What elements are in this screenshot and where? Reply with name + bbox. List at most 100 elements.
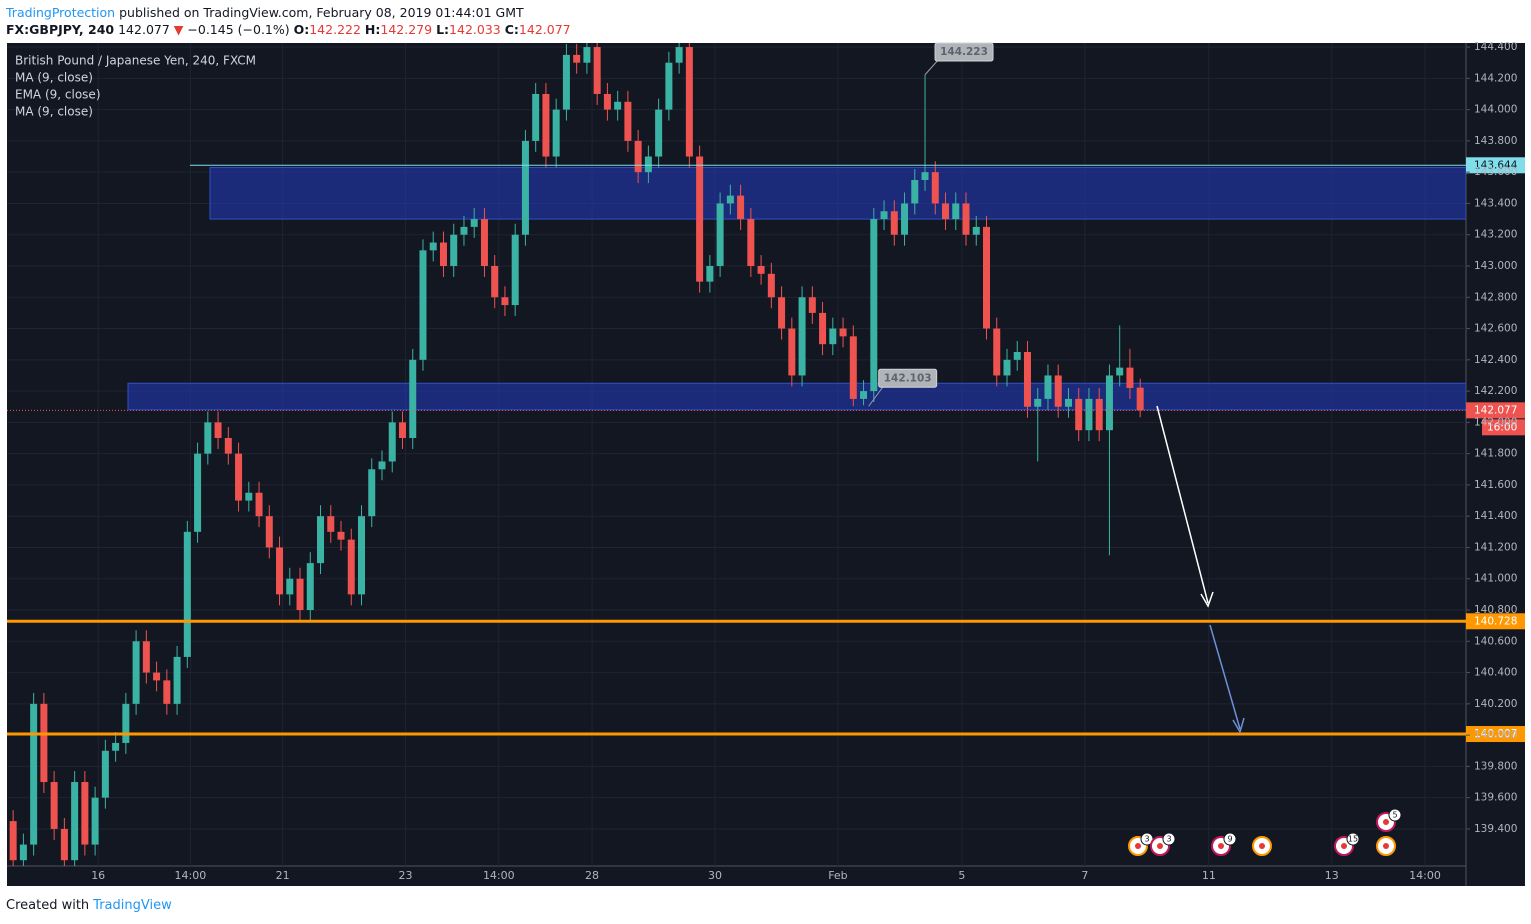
- candle-body: [942, 203, 950, 220]
- x-tick-label: Feb: [828, 869, 847, 882]
- y-tick-label: 142.800: [1474, 291, 1517, 303]
- candle-body: [1105, 375, 1113, 431]
- candle-body: [716, 203, 724, 266]
- candle-body: [112, 742, 120, 751]
- candle-body: [1054, 375, 1062, 407]
- candle-body: [450, 234, 458, 266]
- candle-body: [30, 703, 38, 845]
- candle-body: [173, 656, 181, 704]
- grid: [7, 43, 1466, 866]
- events: 3 3 9 15 5: [1128, 808, 1402, 856]
- y-tick-label: 142.200: [1474, 385, 1517, 397]
- levels: 142.077 16:00 143.644 140.728 140.007 144.223…: [7, 42, 1525, 743]
- y-tick-label: 140.600: [1474, 635, 1517, 647]
- candle-body: [368, 469, 376, 517]
- ohlc-label: H:: [364, 22, 381, 37]
- y-tick-label: 141.800: [1474, 448, 1517, 460]
- author[interactable]: TradingProtection: [6, 5, 116, 20]
- candle-body: [327, 516, 335, 532]
- x-tick-label: 5: [958, 869, 965, 882]
- candle-body: [583, 47, 591, 63]
- candle-body: [337, 531, 345, 540]
- y-tick-label: 140.800: [1474, 604, 1517, 616]
- candle-body: [542, 93, 550, 157]
- change: −0.145 (−0.1%): [187, 22, 290, 37]
- candle-body: [757, 265, 765, 274]
- y-tick-label: 139.400: [1474, 823, 1517, 835]
- x-tick-label: 7: [1081, 869, 1088, 882]
- ohlc-label: C:: [504, 22, 519, 37]
- candle-body: [593, 47, 601, 94]
- candle-body: [358, 516, 366, 595]
- candle-body: [562, 54, 570, 110]
- candle-body: [1003, 359, 1011, 376]
- candle-body: [347, 539, 355, 595]
- arrow-head: [1200, 591, 1214, 608]
- event-count: 3: [1166, 835, 1171, 844]
- x-tick-label: 28: [585, 869, 599, 882]
- zone: [127, 382, 1466, 411]
- candle-body: [388, 422, 396, 462]
- candle-body: [1064, 398, 1072, 407]
- candle-body: [737, 195, 745, 220]
- candle-body: [1136, 387, 1144, 411]
- arrow-head: [1232, 717, 1245, 734]
- price-tag-label: 143.644: [1474, 159, 1518, 171]
- candle-body: [665, 62, 673, 110]
- candle-body: [50, 782, 58, 829]
- candle-body: [9, 821, 17, 861]
- x-tick-label: 23: [399, 869, 413, 882]
- event-dot: [1383, 843, 1389, 849]
- candle-body: [419, 250, 427, 360]
- candle-body: [901, 203, 909, 235]
- price-tag: [1466, 613, 1525, 630]
- brand[interactable]: TradingView: [93, 898, 172, 913]
- candle-body: [675, 47, 683, 63]
- price-tag: [1466, 157, 1525, 174]
- candle-body: [1023, 351, 1031, 407]
- legend-entry: EMA (9, close): [15, 88, 101, 102]
- candle-body: [71, 782, 79, 861]
- candle-body: [224, 438, 232, 454]
- last-price: 142.077: [118, 22, 170, 37]
- footer: Created with TradingView: [6, 898, 172, 913]
- ohlc-value: 142.077: [518, 22, 571, 37]
- zones: [127, 166, 1466, 411]
- candle-body: [276, 547, 284, 595]
- candle-body: [163, 680, 171, 704]
- legend: British Pound / Japanese Yen, 240, FXCM M…: [15, 54, 256, 119]
- callout-label: 142.103: [884, 372, 932, 384]
- candle-body: [952, 203, 960, 220]
- candle-body: [788, 328, 796, 376]
- y-tick-label: 144.400: [1474, 41, 1517, 53]
- candle-body: [993, 328, 1001, 376]
- y-tick-label: 141.400: [1474, 510, 1517, 522]
- candle-body: [532, 93, 540, 141]
- y-tick-label: 142.000: [1474, 416, 1517, 428]
- candle-body: [655, 109, 663, 157]
- candle-body: [296, 578, 304, 611]
- candle-body: [1126, 367, 1134, 388]
- y-tick-label: 140.400: [1474, 667, 1517, 679]
- candle-body: [870, 219, 878, 392]
- y-tick-label: 142.400: [1474, 354, 1517, 366]
- callout-pointer: [924, 58, 940, 76]
- candle-body: [306, 563, 314, 611]
- candle-body: [60, 828, 68, 861]
- candle-body: [644, 156, 652, 173]
- x-tick-label: 14:00: [175, 869, 207, 882]
- price-tag: [1466, 402, 1525, 419]
- candle-body: [460, 226, 468, 235]
- candle-body: [808, 297, 816, 313]
- candle-body: [685, 47, 693, 157]
- ohlc-value: 142.279: [380, 22, 433, 37]
- countdown: 16:00: [1487, 421, 1517, 433]
- candle-body: [194, 453, 202, 532]
- y-tick-label: 141.600: [1474, 479, 1517, 491]
- price-tag: [1466, 726, 1525, 743]
- price-tag-label: 142.077: [1474, 404, 1517, 416]
- y-tick-label: 140.200: [1474, 698, 1517, 710]
- candle-body: [614, 101, 622, 110]
- y-tick-label: 139.800: [1474, 760, 1517, 772]
